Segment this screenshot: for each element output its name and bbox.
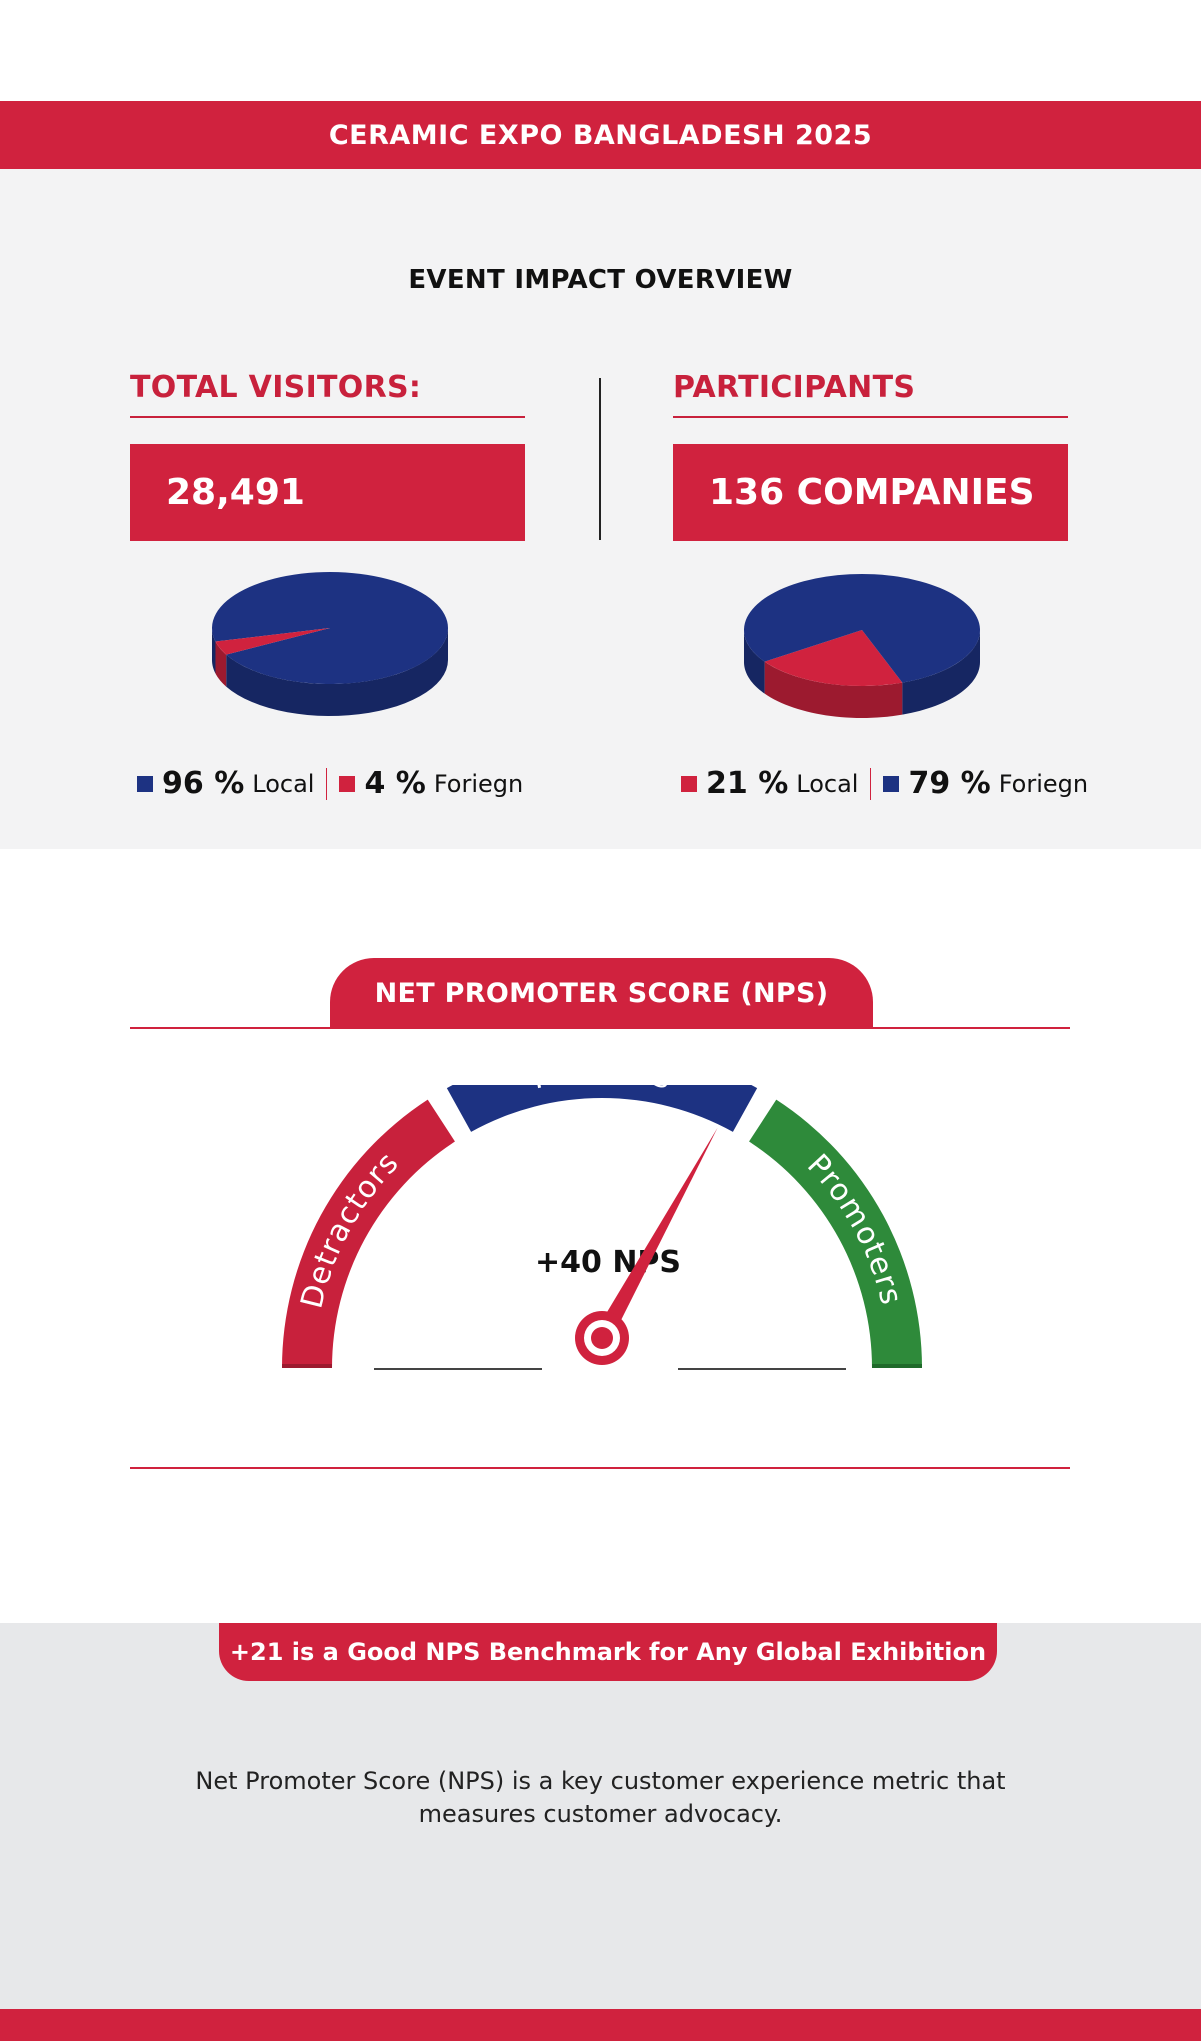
visitors-heading-line: [130, 416, 525, 418]
legend-divider: [326, 767, 328, 800]
header-banner: CERAMIC EXPO BANGLADESH 2025: [0, 101, 1201, 169]
pie-side-foriegn: [902, 630, 980, 715]
visitors-value: 28,491: [166, 472, 305, 513]
event-title: CERAMIC EXPO BANGLADESH 2025: [328, 119, 873, 151]
nps-top-line: [130, 1027, 1070, 1029]
pie-slice-foriegn: [215, 628, 330, 655]
pie-slice-foriegn: [743, 573, 980, 683]
pie-side-foriegn: [215, 641, 227, 687]
pie-side-local: [212, 628, 216, 674]
gauge-segment-promoters: [749, 1099, 922, 1368]
pie-slice-local: [212, 571, 449, 684]
participants-pie-chart: [743, 573, 980, 718]
legend-foreign-pct: 79 %: [908, 766, 991, 801]
nps-description: Net Promoter Score (NPS) is a key custom…: [195, 1767, 1006, 1828]
visitors-heading: TOTAL VISITORS:: [130, 370, 422, 405]
visitors-legend: 96 % Local 4 % Foriegn: [137, 766, 523, 801]
gauge-hub-center: [591, 1327, 613, 1349]
benchmark-section: [0, 1623, 1201, 2009]
legend-foreign-label: Foriegn: [433, 769, 524, 798]
participants-heading-line: [673, 416, 1068, 418]
gauge-segment-passives: [446, 1085, 758, 1132]
pie-side-local: [764, 661, 903, 718]
benchmark-pill: +21 is a Good NPS Benchmark for Any Glob…: [219, 1623, 997, 1681]
legend-local-label: Local: [796, 769, 859, 798]
gauge-base-edge: [282, 1364, 332, 1368]
pie-side-local: [226, 628, 448, 716]
participants-heading: PARTICIPANTS: [673, 370, 916, 405]
legend-swatch: [137, 775, 153, 792]
footer-bar: [0, 2009, 1201, 2041]
legend-foreign-pct: 4 %: [364, 766, 426, 801]
participants-value: 136 COMPANIES: [709, 472, 1035, 513]
legend-local-pct: 96 %: [162, 766, 245, 801]
legend-swatch: [681, 775, 697, 792]
gauge-label-detractors: Detractors: [294, 1145, 406, 1312]
participants-value-box: 136 COMPANIES: [673, 444, 1068, 541]
visitors-value-box: 28,491: [130, 444, 525, 541]
gauge-segment-detractors: [282, 1099, 455, 1368]
nps-gauge: DetractorsPassivesPromoters +40 NPS: [282, 1085, 922, 1370]
nps-title: NET PROMOTER SCORE (NPS): [374, 977, 829, 1009]
nps-score-label: +40 NPS: [535, 1245, 681, 1280]
legend-swatch: [883, 775, 900, 792]
participants-legend: 21 % Local 79 % Foriegn: [681, 766, 1088, 801]
legend-local-label: Local: [252, 769, 315, 798]
gauge-base-edge: [872, 1364, 922, 1368]
impact-title: EVENT IMPACT OVERVIEW: [408, 265, 793, 295]
legend-local-pct: 21 %: [706, 766, 789, 801]
legend-divider: [870, 767, 872, 800]
pie-side-foriegn: [744, 630, 765, 694]
pie-slice-local: [764, 630, 903, 686]
benchmark-text: +21 is a Good NPS Benchmark for Any Glob…: [229, 1638, 987, 1666]
nps-bottom-line: [130, 1467, 1070, 1469]
visitors-pie-chart: [212, 571, 449, 716]
column-divider: [599, 378, 601, 540]
legend-foreign-label: Foriegn: [998, 769, 1089, 798]
gauge-needle: [594, 1127, 718, 1343]
legend-swatch: [339, 775, 356, 792]
nps-title-tab: NET PROMOTER SCORE (NPS): [330, 958, 873, 1028]
